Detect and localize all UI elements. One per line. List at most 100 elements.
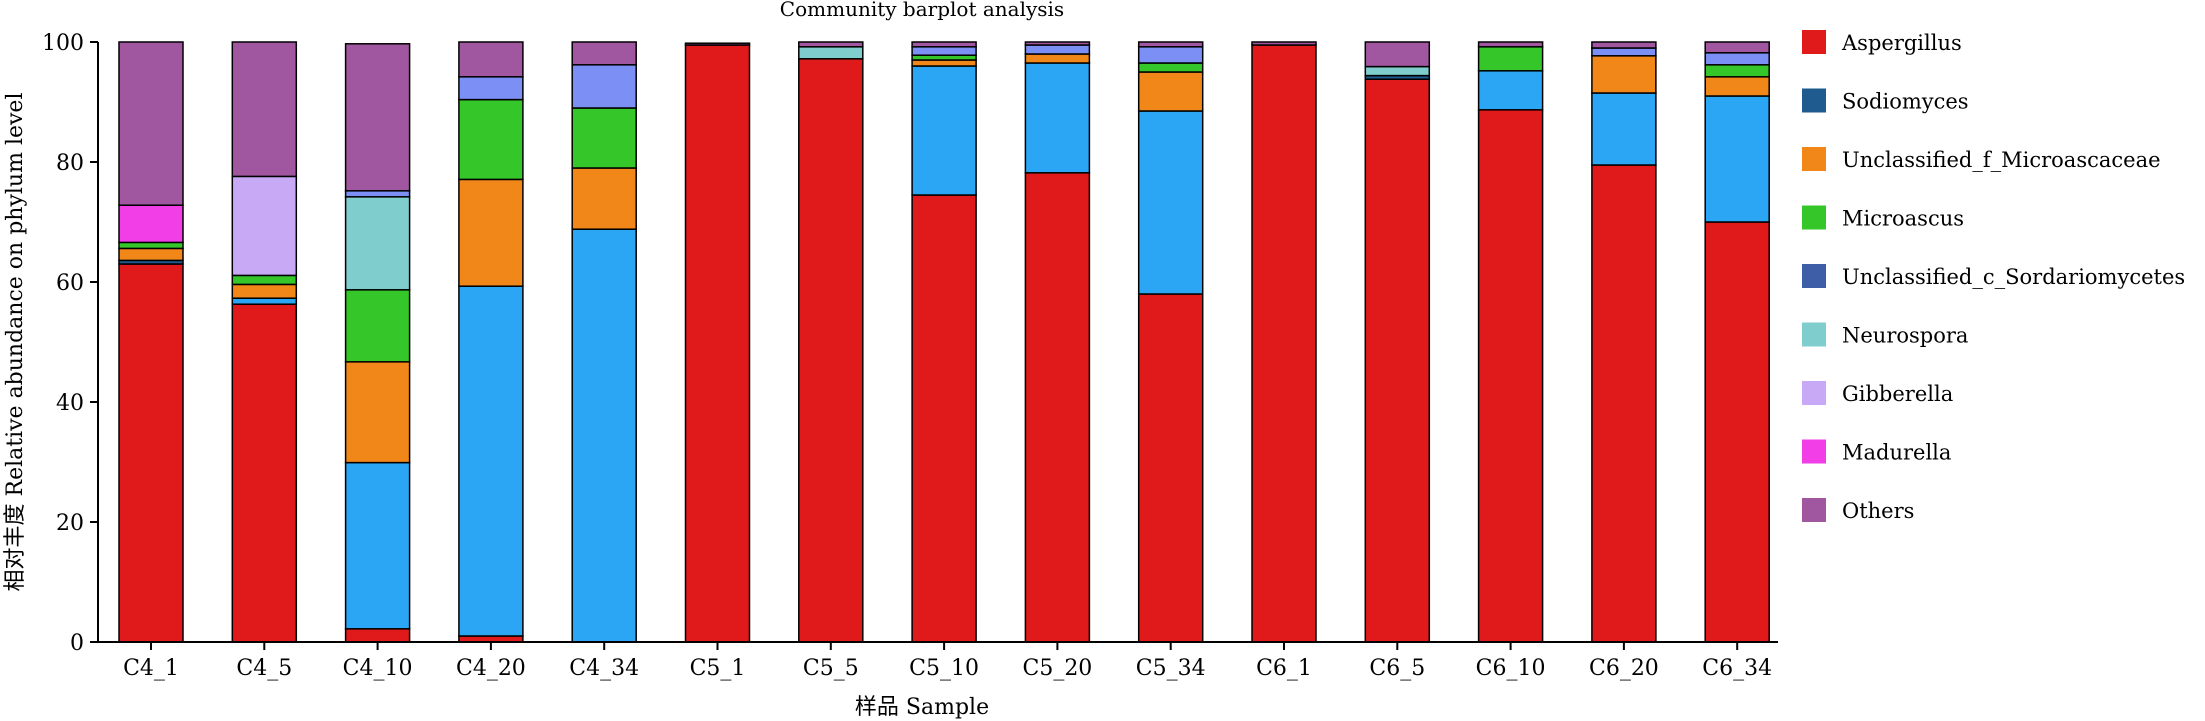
bar-segment-C4_34-others — [571, 41, 637, 66]
y-tick-label: 100 — [42, 31, 84, 56]
bar-segment-C4_1-microascus — [118, 241, 184, 250]
y-ticks: 0 20 40 60 80 100 — [42, 31, 98, 656]
bar-segment-C6_20-aspergillus — [1591, 164, 1657, 643]
bar-segment-C5_10-periwinkle — [911, 46, 977, 56]
bar-segment-C4_10-neurospora — [344, 196, 411, 291]
legend-swatch-gibberella — [1802, 381, 1826, 405]
bar-segment-C6_10-microascus — [1477, 46, 1544, 72]
x-tick-label: C4_10 — [343, 656, 413, 681]
bar-segment-C6_5-aspergillus — [1364, 78, 1431, 643]
bar-segment-C6_34-aspergillus — [1704, 221, 1770, 643]
x-tick-label: C6_10 — [1476, 656, 1546, 681]
bar-segment-C5_5-aspergillus — [798, 58, 864, 643]
bar-segment-C4_5-unclassified-f-microascaceae — [231, 283, 298, 299]
bar-segment-C6_1-aspergillus — [1251, 44, 1317, 643]
bar-segment-C5_10-aspergillus — [911, 194, 977, 643]
bar-segment-C4_10-blue-main — [344, 461, 411, 630]
legend-label: Others — [1842, 499, 1914, 523]
bar-segment-C5_1-aspergillus — [684, 44, 751, 643]
bar-segment-C6_20-periwinkle — [1591, 47, 1657, 57]
bar-segment-C4_34-unclassified-f-microascaceae — [571, 167, 637, 230]
bar-segment-C6_20-unclassified-f-microascaceae — [1591, 55, 1657, 94]
x-tick-label: C6_5 — [1369, 656, 1425, 681]
bar-segment-C4_20-periwinkle — [458, 76, 524, 101]
bar-segment-C5_20-unclassified-f-microascaceae — [1024, 53, 1091, 64]
x-tick-label: C6_20 — [1589, 656, 1659, 681]
legend-swatch-aspergillus — [1802, 30, 1826, 54]
bar-segment-C4_5-others — [231, 41, 298, 178]
y-tick-label: 80 — [56, 151, 84, 176]
bar-segment-C5_20-blue-main — [1024, 62, 1091, 174]
bar-segment-C4_10-others — [344, 43, 411, 192]
bar-segment-C6_34-blue-main — [1704, 95, 1770, 223]
bar-segment-C5_34-microascus — [1137, 62, 1204, 73]
bar-segment-C4_10-aspergillus — [344, 628, 411, 643]
bar-segment-C6_1-others — [1251, 41, 1317, 46]
bar-segment-C4_34-periwinkle — [571, 64, 637, 109]
legend-label: Unclassified_f_Microascaceae — [1842, 148, 2161, 172]
bar-segment-C4_10-periwinkle — [344, 190, 411, 198]
bar-segment-C4_1-unclassified-f-microascaceae — [118, 247, 184, 262]
bar-segment-C5_34-unclassified-f-microascaceae — [1137, 71, 1204, 112]
legend-swatch-unclassified-f-microascaceae — [1802, 147, 1826, 171]
bar-segment-C6_5-others — [1364, 41, 1431, 68]
x-tick-label: C5_1 — [690, 656, 746, 681]
legend-label: Gibberella — [1842, 382, 1953, 406]
legend-label: Microascus — [1842, 207, 1964, 231]
legend-swatch-others — [1802, 498, 1826, 522]
bar-segment-C5_10-others — [911, 41, 977, 48]
chart-title: Community barplot analysis — [780, 0, 1064, 21]
legend-label: Madurella — [1842, 441, 1951, 465]
y-tick-label: 20 — [56, 511, 84, 536]
bar-segment-C5_20-others — [1024, 41, 1091, 46]
legend: Aspergillus Sodiomyces Unclassified_f_Micr… — [1802, 30, 2185, 523]
legend-swatch-madurella — [1802, 439, 1826, 464]
bar-segment-C5_10-unclassified-f-microascaceae — [911, 59, 977, 67]
bar-segment-C5_20-aspergillus — [1024, 172, 1091, 643]
bar-segment-C5_5-others — [798, 41, 864, 48]
legend-label: Aspergillus — [1841, 31, 1962, 55]
bar-segment-C4_1-madurella — [118, 204, 184, 244]
bar-segment-C5_1-others — [684, 42, 751, 46]
bar-segment-C6_10-aspergillus — [1477, 109, 1544, 643]
bar-segment-C4_10-microascus — [344, 289, 411, 363]
bar-segment-C6_34-others — [1704, 41, 1770, 54]
bar-segment-C6_20-others — [1591, 41, 1657, 49]
bar-segment-C4_20-others — [458, 41, 524, 78]
bar-segment-C5_20-periwinkle — [1024, 44, 1091, 55]
x-axis-title: 样品 Sample — [855, 695, 989, 720]
bar-segment-C6_20-blue-main — [1591, 92, 1657, 166]
legend-swatch-sodiomyces — [1802, 88, 1826, 113]
x-tick-label: C6_34 — [1702, 656, 1772, 681]
bars-layer — [118, 41, 1770, 643]
bar-segment-C5_34-blue-main — [1137, 110, 1204, 295]
bar-segment-C5_5-neurospora — [798, 46, 864, 60]
legend-swatch-unclassified-c-sordariomycetes — [1802, 264, 1826, 288]
x-tick-label: C4_5 — [236, 656, 292, 681]
x-tick-label: C4_1 — [123, 656, 179, 681]
bar-segment-C6_10-blue-main — [1477, 70, 1544, 111]
bar-segment-C4_1-others — [118, 41, 184, 206]
bar-segment-C5_10-blue-main — [911, 65, 977, 196]
x-tick-label: C5_20 — [1022, 656, 1092, 681]
bar-segment-C4_5-microascus — [231, 274, 298, 286]
bar-segment-C5_34-periwinkle — [1137, 46, 1204, 64]
bar-segment-C5_34-aspergillus — [1137, 293, 1204, 643]
bar-segment-C6_34-unclassified-f-microascaceae — [1704, 76, 1770, 97]
x-tick-label: C4_20 — [456, 656, 526, 681]
legend-swatch-neurospora — [1802, 322, 1826, 347]
bar-segment-C6_34-periwinkle — [1704, 52, 1770, 66]
x-tick-label: C5_5 — [803, 656, 859, 681]
x-tick-label: C6_1 — [1256, 656, 1312, 681]
bar-segment-C5_34-others — [1137, 41, 1204, 48]
bar-segment-C4_20-unclassified-f-microascaceae — [458, 178, 524, 287]
bar-segment-C6_34-microascus — [1704, 64, 1770, 78]
bar-segment-C4_5-gibberella — [231, 175, 298, 277]
legend-swatch-microascus — [1802, 205, 1826, 230]
y-tick-label: 0 — [70, 631, 84, 656]
legend-label: Sodiomyces — [1842, 90, 1969, 114]
bar-segment-C4_34-blue-main — [571, 228, 637, 643]
bar-segment-C6_10-others — [1477, 41, 1544, 48]
